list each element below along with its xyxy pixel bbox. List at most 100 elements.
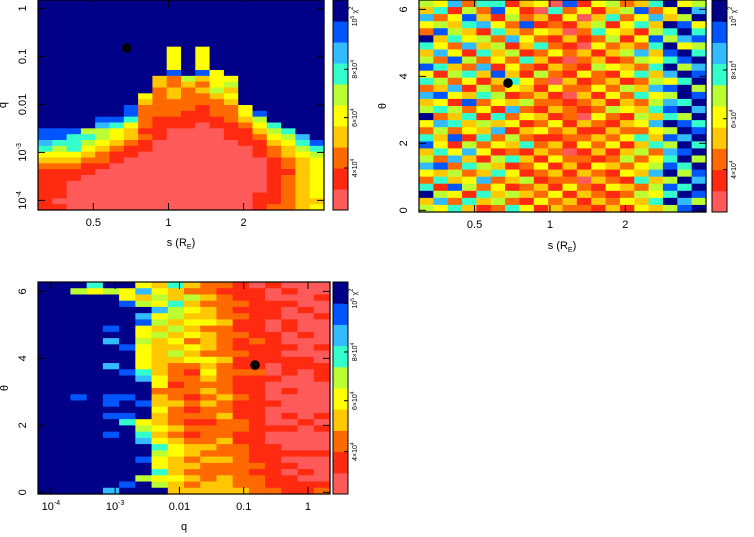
heatmap-cell	[216, 456, 234, 464]
heatmap-cell	[252, 110, 268, 118]
heatmap-cell	[576, 120, 592, 128]
best-fit-marker-group	[250, 360, 260, 370]
heatmap-cell	[119, 381, 136, 389]
heatmap-cell	[54, 369, 72, 377]
heatmap-cell	[248, 344, 266, 352]
heatmap-cell	[309, 11, 325, 19]
heatmap-cell	[70, 331, 88, 339]
heatmap-cell	[648, 7, 664, 15]
heatmap-cell	[119, 425, 136, 433]
heatmap-cell	[248, 313, 266, 321]
heatmap-cell	[123, 180, 139, 188]
heatmap-cell	[135, 431, 153, 439]
heatmap-cell	[119, 375, 136, 383]
heatmap-cell	[295, 116, 311, 124]
heatmap-cell	[252, 75, 268, 83]
heatmap-cell	[295, 134, 311, 141]
heatmap-cell	[38, 431, 55, 439]
heatmap-cell	[123, 87, 139, 94]
heatmap-cell	[38, 122, 53, 129]
heatmap-cell	[66, 17, 82, 24]
heatmap-cell	[138, 128, 153, 135]
heatmap-cell	[86, 394, 104, 402]
heatmap-cell	[223, 110, 239, 118]
heatmap-cell	[419, 106, 434, 114]
heatmap-cell	[209, 169, 225, 176]
heatmap-cell	[309, 192, 325, 199]
heatmap-cell	[38, 300, 55, 308]
heatmap-cell	[209, 157, 225, 164]
x-tick-label: 0.5	[467, 219, 482, 231]
heatmap-cell	[462, 84, 477, 93]
heatmap-cell	[216, 356, 234, 364]
heatmap-cell	[119, 462, 136, 470]
heatmap-cell	[462, 106, 477, 114]
heatmap-cell	[309, 58, 325, 65]
heatmap-cell	[266, 128, 282, 135]
heatmap-cell	[166, 140, 182, 147]
heatmap-cell	[490, 56, 506, 65]
heatmap-cell	[281, 81, 296, 89]
heatmap-cell	[109, 175, 125, 182]
heatmap-cell	[209, 192, 225, 199]
heatmap-cell	[281, 180, 296, 188]
heatmap-cell	[297, 294, 315, 302]
heatmap-cell	[266, 64, 282, 71]
heatmap-cell	[109, 87, 125, 94]
heatmap-cell	[576, 63, 592, 72]
heatmap-cell	[533, 70, 549, 79]
colorbar-tick-label: 105	[350, 298, 359, 309]
heatmap-cell	[95, 93, 111, 100]
heatmap-cell	[181, 180, 196, 188]
heatmap-cell	[252, 46, 268, 54]
heatmap-cell	[562, 127, 578, 135]
heatmap-cell	[447, 35, 463, 43]
heatmap-cell	[281, 29, 296, 36]
heatmap-cell	[167, 313, 185, 321]
heatmap-cell	[462, 134, 477, 142]
heatmap-cell	[223, 175, 239, 182]
heatmap-cell	[119, 412, 136, 420]
colorbar-segment	[333, 84, 348, 106]
heatmap-cell	[86, 375, 104, 383]
heatmap-cell	[281, 175, 296, 182]
heatmap-cell	[223, 134, 239, 141]
heatmap-cell	[102, 375, 120, 383]
heatmap-cell	[605, 35, 621, 43]
heatmap-cell	[80, 128, 96, 135]
heatmap-cell	[691, 183, 707, 192]
heatmap-cell	[677, 155, 693, 164]
heatmap-cell	[86, 388, 104, 395]
heatmap-cell	[138, 116, 153, 124]
heatmap-cell	[462, 91, 477, 100]
heatmap-cell	[533, 197, 549, 206]
heatmap-cell	[433, 63, 449, 72]
heatmap-cell	[605, 204, 621, 213]
heatmap-cell	[152, 105, 168, 112]
heatmap-cell	[135, 350, 153, 358]
heatmap-cell	[38, 145, 53, 153]
heatmap-cell	[309, 175, 325, 182]
heatmap-cell	[209, 122, 225, 129]
heatmap-cell	[238, 29, 254, 36]
heatmap-cell	[181, 52, 196, 59]
heatmap-cell	[248, 462, 266, 470]
heatmap-cell	[476, 21, 492, 29]
heatmap-cell	[216, 437, 234, 445]
heatmap-cell	[216, 363, 234, 370]
heatmap-cell	[238, 128, 254, 135]
heatmap-cell	[691, 106, 707, 114]
colorbar-tick-label: 8×104	[350, 342, 359, 361]
heatmap-cell	[102, 481, 120, 489]
heatmap-cell	[419, 21, 434, 29]
heatmap-cell	[216, 282, 234, 289]
heatmap-cell	[533, 56, 549, 65]
heatmap-cell	[533, 183, 549, 192]
heatmap-cell	[548, 84, 564, 93]
heatmap-cell	[533, 84, 549, 93]
heatmap-cell	[505, 204, 521, 213]
colorbar-label: χ2	[728, 6, 738, 14]
heatmap-cell	[295, 175, 311, 182]
heatmap-cell	[152, 64, 168, 71]
